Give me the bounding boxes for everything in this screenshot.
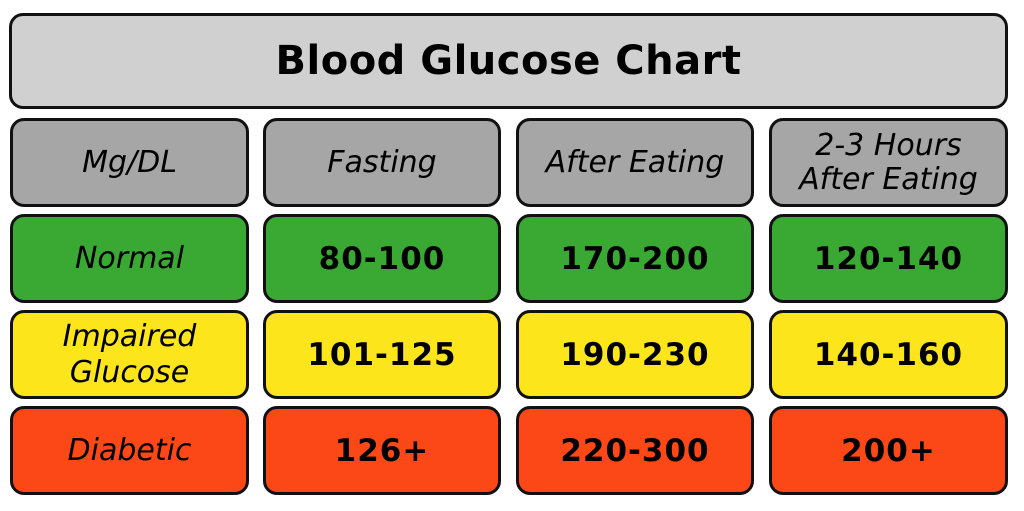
value-cell: 190-230 [516, 310, 754, 399]
value-cell: 120-140 [769, 214, 1008, 303]
value-cell: 170-200 [516, 214, 754, 303]
header-column-cell: After Eating [516, 118, 754, 207]
header-column-label: After Eating [799, 161, 978, 197]
value-cell: 140-160 [769, 310, 1008, 399]
row-label-text: Diabetic [67, 433, 192, 468]
header-column-label: Fasting [327, 145, 437, 180]
value-cell: 101-125 [263, 310, 501, 399]
row-label-text: Glucose [69, 354, 190, 390]
header-column-cell: Fasting [263, 118, 501, 207]
value-cell: 220-300 [516, 406, 754, 495]
chart-title: Blood Glucose Chart [9, 13, 1008, 109]
value-cell: 126+ [263, 406, 501, 495]
header-unit-cell: Mg/DL [10, 118, 249, 207]
header-column-cell: 2-3 Hours After Eating [769, 118, 1008, 207]
row-label-text: Normal [74, 241, 185, 276]
row-label-cell: Diabetic [10, 406, 249, 495]
value-cell: 200+ [769, 406, 1008, 495]
header-column-label: 2-3 Hours [815, 127, 962, 163]
header-column-label: After Eating [545, 145, 725, 180]
row-label-text: Impaired [62, 318, 197, 354]
value-cell: 80-100 [263, 214, 501, 303]
row-label-cell: Normal [10, 214, 249, 303]
row-label-cell: Impaired Glucose [10, 310, 249, 399]
